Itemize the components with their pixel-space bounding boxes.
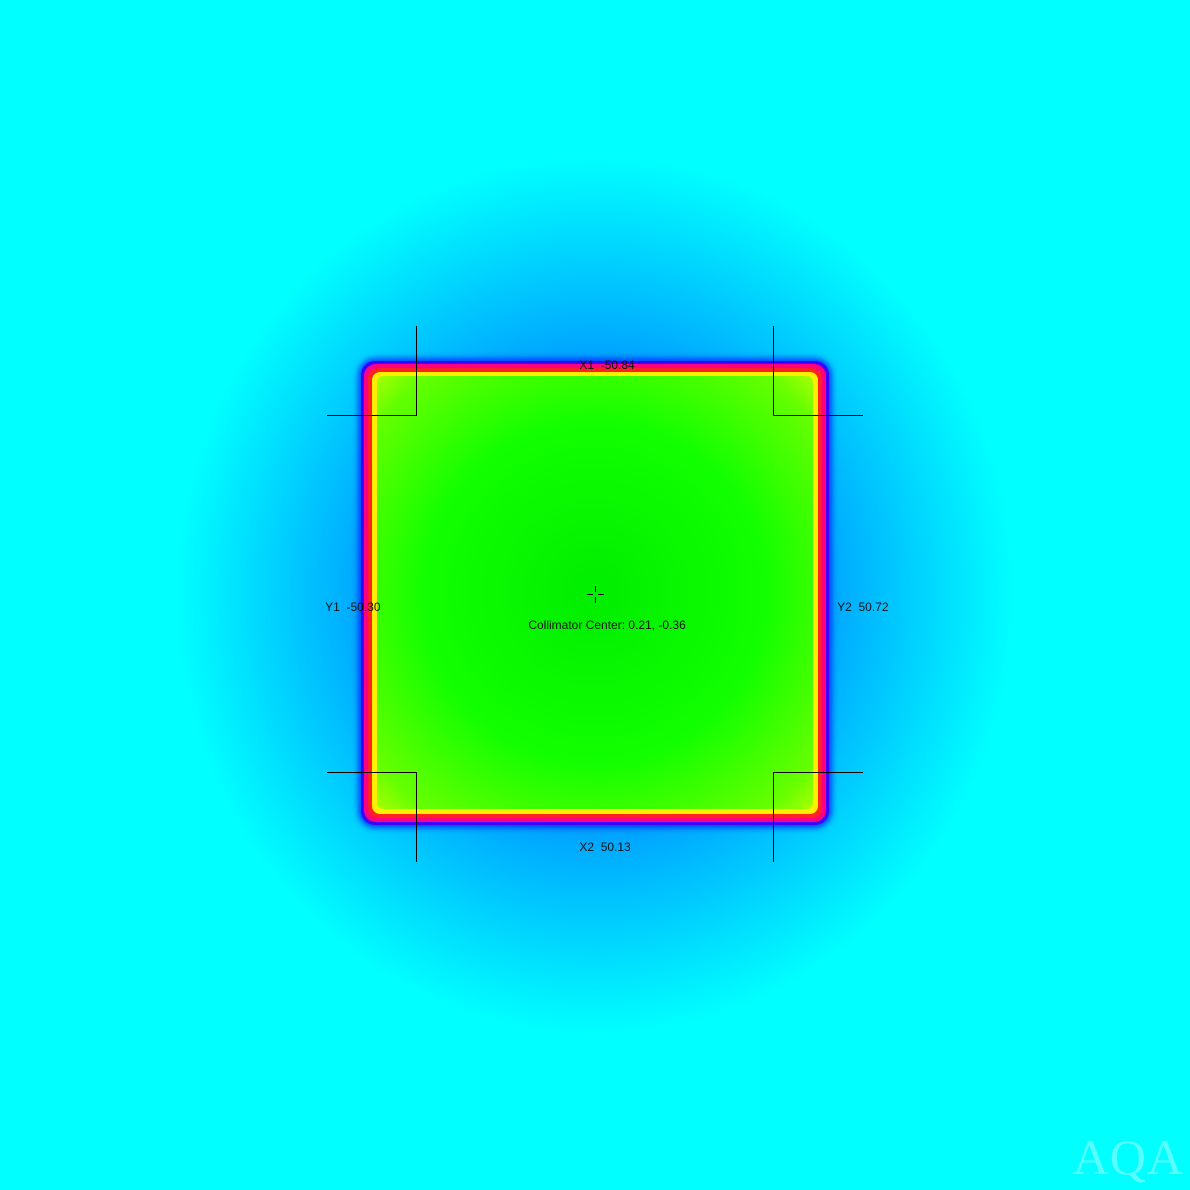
jaw-y1-label: Y1 -50.30 — [312, 586, 381, 628]
corner-marker-top-left-horizontal — [327, 415, 417, 416]
corner-marker-top-right-horizontal — [773, 415, 863, 416]
corner-marker-bottom-right-vertical — [773, 772, 774, 862]
collimator-center-value: 0.21, -0.36 — [628, 618, 686, 632]
aqa-watermark-logo: AQA — [1072, 1129, 1184, 1185]
corner-marker-bottom-left-vertical — [416, 772, 417, 862]
collimator-center-label: Collimator Center: — [528, 618, 626, 632]
corner-marker-top-left-vertical — [416, 326, 417, 416]
corner-marker-bottom-left-horizontal — [327, 772, 417, 773]
jaw-y2-value: 50.72 — [858, 600, 889, 614]
jaw-y2-label: Y2 50.72 — [824, 586, 889, 628]
jaw-x1-value: -50.84 — [600, 358, 635, 372]
corner-marker-bottom-right-horizontal — [773, 772, 863, 773]
jaw-y2-name: Y2 — [837, 600, 852, 614]
corner-marker-top-right-vertical — [773, 326, 774, 416]
collimator-center-readout: Collimator Center: 0.21, -0.36 — [515, 604, 686, 646]
jaw-x1-label: X1 -50.84 — [566, 344, 635, 386]
crosshair-icon — [587, 586, 604, 603]
field-umbra-green — [377, 376, 813, 809]
jaw-x2-name: X2 — [579, 840, 595, 854]
jaw-y1-name: Y1 — [325, 600, 340, 614]
jaw-x1-name: X1 — [579, 358, 595, 372]
jaw-y1-value: -50.30 — [346, 600, 381, 614]
jaw-x2-value: 50.13 — [600, 840, 631, 854]
jaw-x2-label: X2 50.13 — [566, 826, 631, 868]
